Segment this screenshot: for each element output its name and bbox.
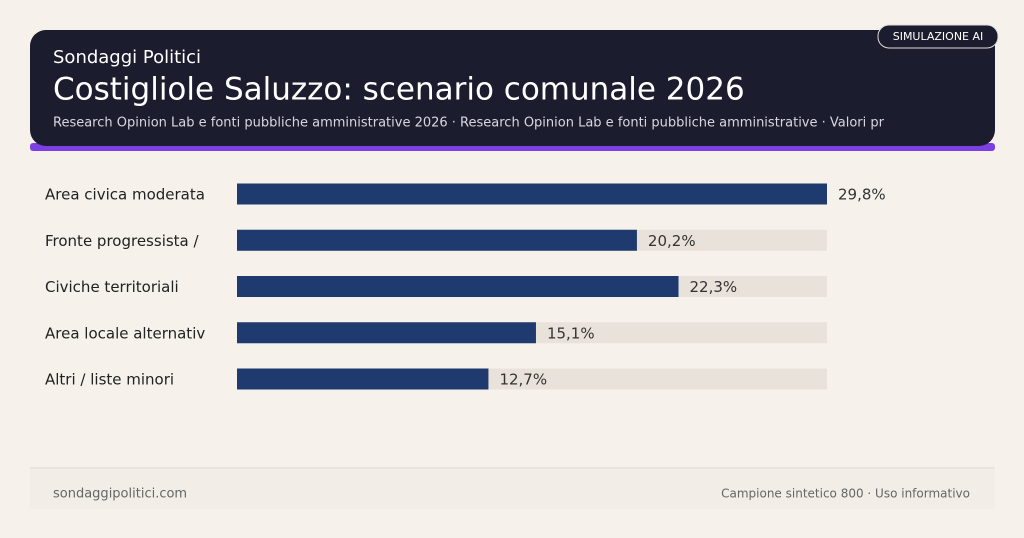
value-label: 29,8% — [838, 186, 886, 204]
subtitle: Research Opinion Lab e fonti pubbliche a… — [53, 116, 885, 131]
category-label: Area locale alternativ — [45, 324, 205, 342]
value-label: 12,7% — [499, 371, 547, 389]
category-label: Altri / liste minori — [45, 371, 174, 389]
badge-text: SIMULAZIONE AI — [893, 30, 984, 43]
chart-title: Costigliole Saluzzo: scenario comunale 2… — [53, 72, 745, 108]
bar — [237, 322, 536, 344]
category-label: Area civica moderata — [45, 186, 205, 204]
footer-site: sondaggipolitici.com — [53, 487, 187, 502]
bar — [237, 368, 489, 390]
footer-note: Campione sintetico 800 · Uso informativo — [721, 487, 970, 501]
kicker: Sondaggi Politici — [53, 47, 201, 68]
bar — [237, 183, 827, 205]
bar — [237, 229, 637, 251]
value-label: 20,2% — [648, 232, 696, 250]
bar — [237, 276, 679, 297]
category-label: Fronte progressista / — [45, 232, 200, 250]
value-label: 15,1% — [547, 324, 595, 342]
value-label: 22,3% — [690, 278, 738, 296]
header-panel — [30, 30, 995, 146]
badge — [877, 24, 999, 49]
footer-panel — [30, 469, 995, 509]
category-label: Civiche territoriali — [45, 278, 179, 296]
